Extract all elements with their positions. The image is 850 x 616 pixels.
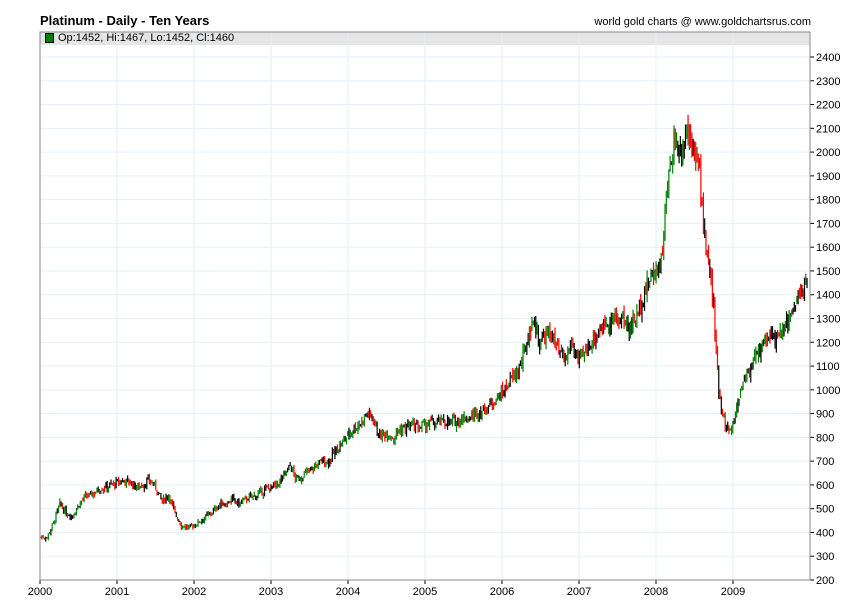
y-tick-label: 900 [816, 409, 834, 421]
y-tick-label: 800 [816, 432, 834, 444]
x-tick-label: 2002 [182, 586, 206, 598]
y-tick-label: 2000 [816, 147, 840, 159]
x-tick-label: 2003 [259, 586, 283, 598]
x-tick-label: 2007 [567, 586, 591, 598]
y-tick-label: 2100 [816, 123, 840, 135]
y-tick-label: 1400 [816, 290, 840, 302]
chart-credit: world gold charts @ www.goldchartsrus.co… [594, 16, 811, 28]
y-tick-label: 2400 [816, 52, 840, 64]
x-tick-label: 2001 [105, 586, 129, 598]
x-tick-label: 2000 [28, 586, 52, 598]
y-tick-label: 1800 [816, 195, 840, 207]
y-tick-label: 200 [816, 575, 834, 587]
y-tick-label: 1300 [816, 314, 840, 326]
x-tick-label: 2009 [721, 586, 745, 598]
x-tick-label: 2006 [490, 586, 514, 598]
y-tick-label: 600 [816, 480, 834, 492]
y-tick-label: 1700 [816, 218, 840, 230]
legend: Op:1452, Hi:1467, Lo:1452, Cl:1460 [45, 32, 234, 44]
y-tick-label: 1900 [816, 171, 840, 183]
y-tick-label: 1200 [816, 337, 840, 349]
y-tick-label: 700 [816, 456, 834, 468]
legend-swatch [45, 33, 54, 43]
legend-ohlc-readout: Op:1452, Hi:1467, Lo:1452, Cl:1460 [58, 32, 235, 44]
chart-title: Platinum - Daily - Ten Years [40, 13, 210, 28]
x-tick-label: 2004 [336, 586, 360, 598]
y-tick-label: 500 [816, 504, 834, 516]
y-tick-label: 1600 [816, 242, 840, 254]
y-tick-label: 1500 [816, 266, 840, 278]
y-tick-label: 300 [816, 551, 834, 563]
y-tick-label: 1000 [816, 385, 840, 397]
y-tick-label: 400 [816, 527, 834, 539]
y-tick-label: 1100 [816, 361, 840, 373]
x-tick-label: 2008 [644, 586, 668, 598]
x-tick-label: 2005 [413, 586, 437, 598]
y-tick-label: 2300 [816, 76, 840, 88]
plot-border [39, 31, 811, 581]
y-tick-label: 2200 [816, 100, 840, 112]
